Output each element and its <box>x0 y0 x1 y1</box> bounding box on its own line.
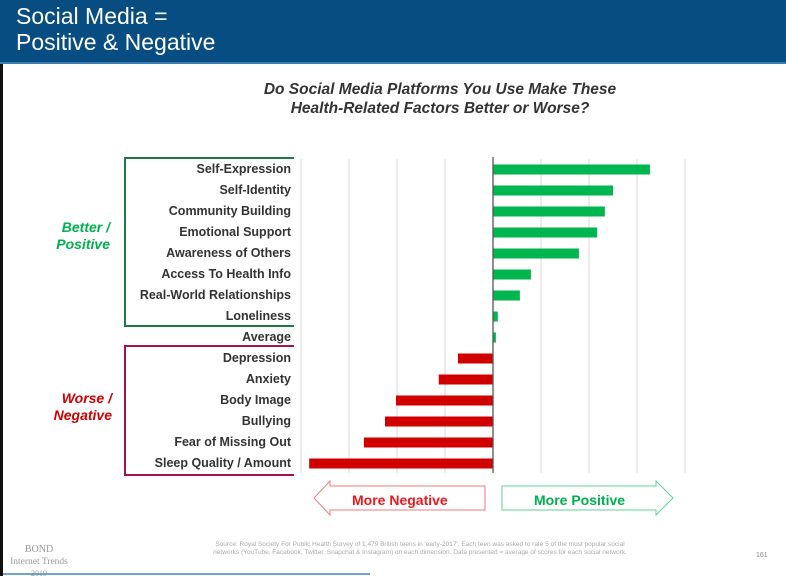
more-positive-label: More Positive <box>534 492 626 508</box>
bar <box>493 164 650 175</box>
bar <box>493 206 605 217</box>
category-labels: Self-Expression Self-Identity Community Bu… <box>0 0 291 576</box>
category-label: Bullying <box>241 413 291 428</box>
bar <box>493 227 598 238</box>
slide-title-line1: Social Media = <box>16 3 168 29</box>
category-label: Self-Expression <box>196 161 291 176</box>
bond-logo-line2: Internet Trends <box>10 557 68 567</box>
bottom-accent-line <box>3 573 370 575</box>
category-label: Emotional Support <box>179 224 291 239</box>
category-label: Average <box>242 329 291 344</box>
category-label: Body Image <box>220 392 291 407</box>
more-positive-arrow <box>501 479 674 517</box>
category-label: Access To Health Info <box>161 266 291 281</box>
bond-logo-line1: BOND <box>24 544 54 555</box>
slide-title-line2: Positive & Negative <box>16 29 216 55</box>
chart-title-line2: Health-Related Factors Better or Worse? <box>290 100 590 117</box>
positive-group-label-line2: Positive <box>56 236 110 252</box>
bar <box>493 185 613 196</box>
category-label: Fear of Missing Out <box>174 434 291 449</box>
negative-group-label-line2: Negative <box>53 407 112 423</box>
slide-header: Social Media = Positive & Negative <box>0 0 786 64</box>
category-label: Awareness of Others <box>166 245 291 260</box>
negative-group-box <box>124 345 294 476</box>
category-label: Depression <box>222 350 291 365</box>
more-negative-arrow <box>313 479 486 517</box>
positive-group-box <box>124 157 294 327</box>
more-negative-label: More Negative <box>352 492 448 508</box>
bar <box>396 395 493 406</box>
category-label: Sleep Quality / Amount <box>154 455 291 470</box>
bar <box>493 290 520 301</box>
bar <box>363 437 493 448</box>
bar <box>457 353 493 364</box>
page-number: 161 <box>756 552 768 559</box>
category-label: Loneliness <box>225 308 291 323</box>
bar <box>438 374 493 385</box>
bar <box>493 269 531 280</box>
positive-group-label: Better / Positive <box>0 219 110 253</box>
bar <box>493 248 579 259</box>
left-edge-bar <box>0 64 3 576</box>
source-note-line2: networks (YouTube, Facebook, Twitter, Sn… <box>213 549 627 556</box>
category-label: Anxiety <box>245 371 291 386</box>
negative-group-label-line1: Worse / <box>61 390 112 406</box>
bar <box>493 332 496 343</box>
bar <box>385 416 493 427</box>
category-label: Community Building <box>168 203 291 218</box>
source-note-line1: Source: Royal Society For Public Health … <box>215 541 625 548</box>
bar <box>493 311 498 322</box>
bar <box>309 458 493 469</box>
positive-group-label-line1: Better / <box>61 219 110 235</box>
category-label: Real-World Relationships <box>139 287 291 302</box>
chart-title-line1: Do Social Media Platforms You Use Make T… <box>263 81 617 98</box>
category-label: Self-Identity <box>219 182 291 197</box>
negative-group-label: Worse / Negative <box>2 390 112 424</box>
